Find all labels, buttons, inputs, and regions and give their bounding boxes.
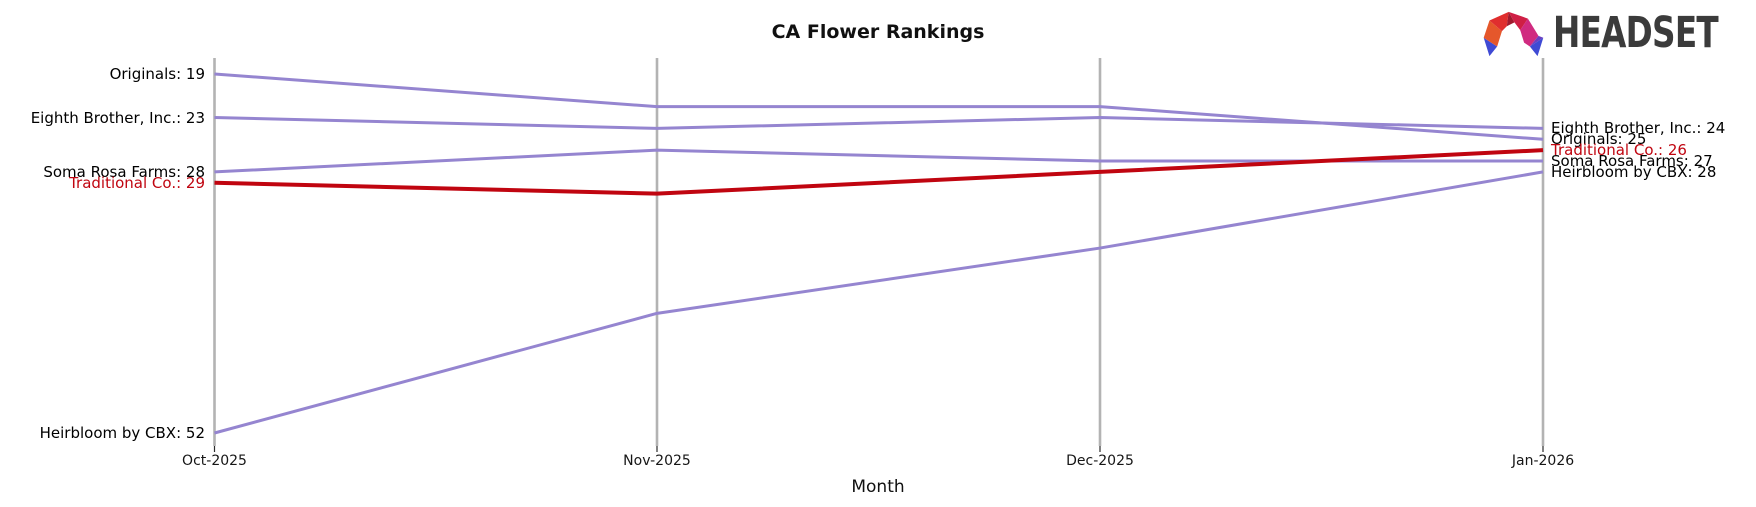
series-right-label: Soma Rosa Farms: 27 [1551, 152, 1713, 171]
series-line-eighth-brother-inc- [214, 116, 1544, 130]
x-axis-title: Month [851, 477, 905, 497]
headset-logo-icon [1483, 11, 1544, 57]
x-tick-label: Oct-2025 [182, 453, 247, 469]
chart-title: CA Flower Rankings [771, 21, 985, 43]
series-left-label: Eighth Brother, Inc.: 23 [30, 108, 205, 127]
series-left-label: Originals: 19 [109, 65, 205, 83]
series-line-traditional-co- [214, 148, 1544, 196]
series-left-label: Soma Rosa Farms: 28 [43, 162, 205, 181]
series-right-label: Heirbloom by CBX: 28 [1551, 162, 1717, 181]
series-left-label: Traditional Co.: 29 [69, 173, 205, 192]
headset-logo-wordmark: HEADSET [1553, 7, 1719, 58]
x-tick-label: Nov-2025 [623, 453, 691, 469]
series-line-originals [214, 72, 1544, 141]
series-right-label: Eighth Brother, Inc.: 24 [1551, 119, 1726, 138]
x-tick-label: Jan-2026 [1511, 453, 1575, 469]
series-line-heirbloom-by-cbx [214, 170, 1544, 435]
series-right-label: Originals: 25 [1551, 130, 1647, 149]
series-right-label: Traditional Co.: 26 [1551, 141, 1687, 160]
headset-logo: HEADSET [1482, 8, 1756, 58]
series-left-label: Heirbloom by CBX: 52 [39, 424, 205, 442]
x-tick-label: Dec-2025 [1066, 453, 1134, 469]
